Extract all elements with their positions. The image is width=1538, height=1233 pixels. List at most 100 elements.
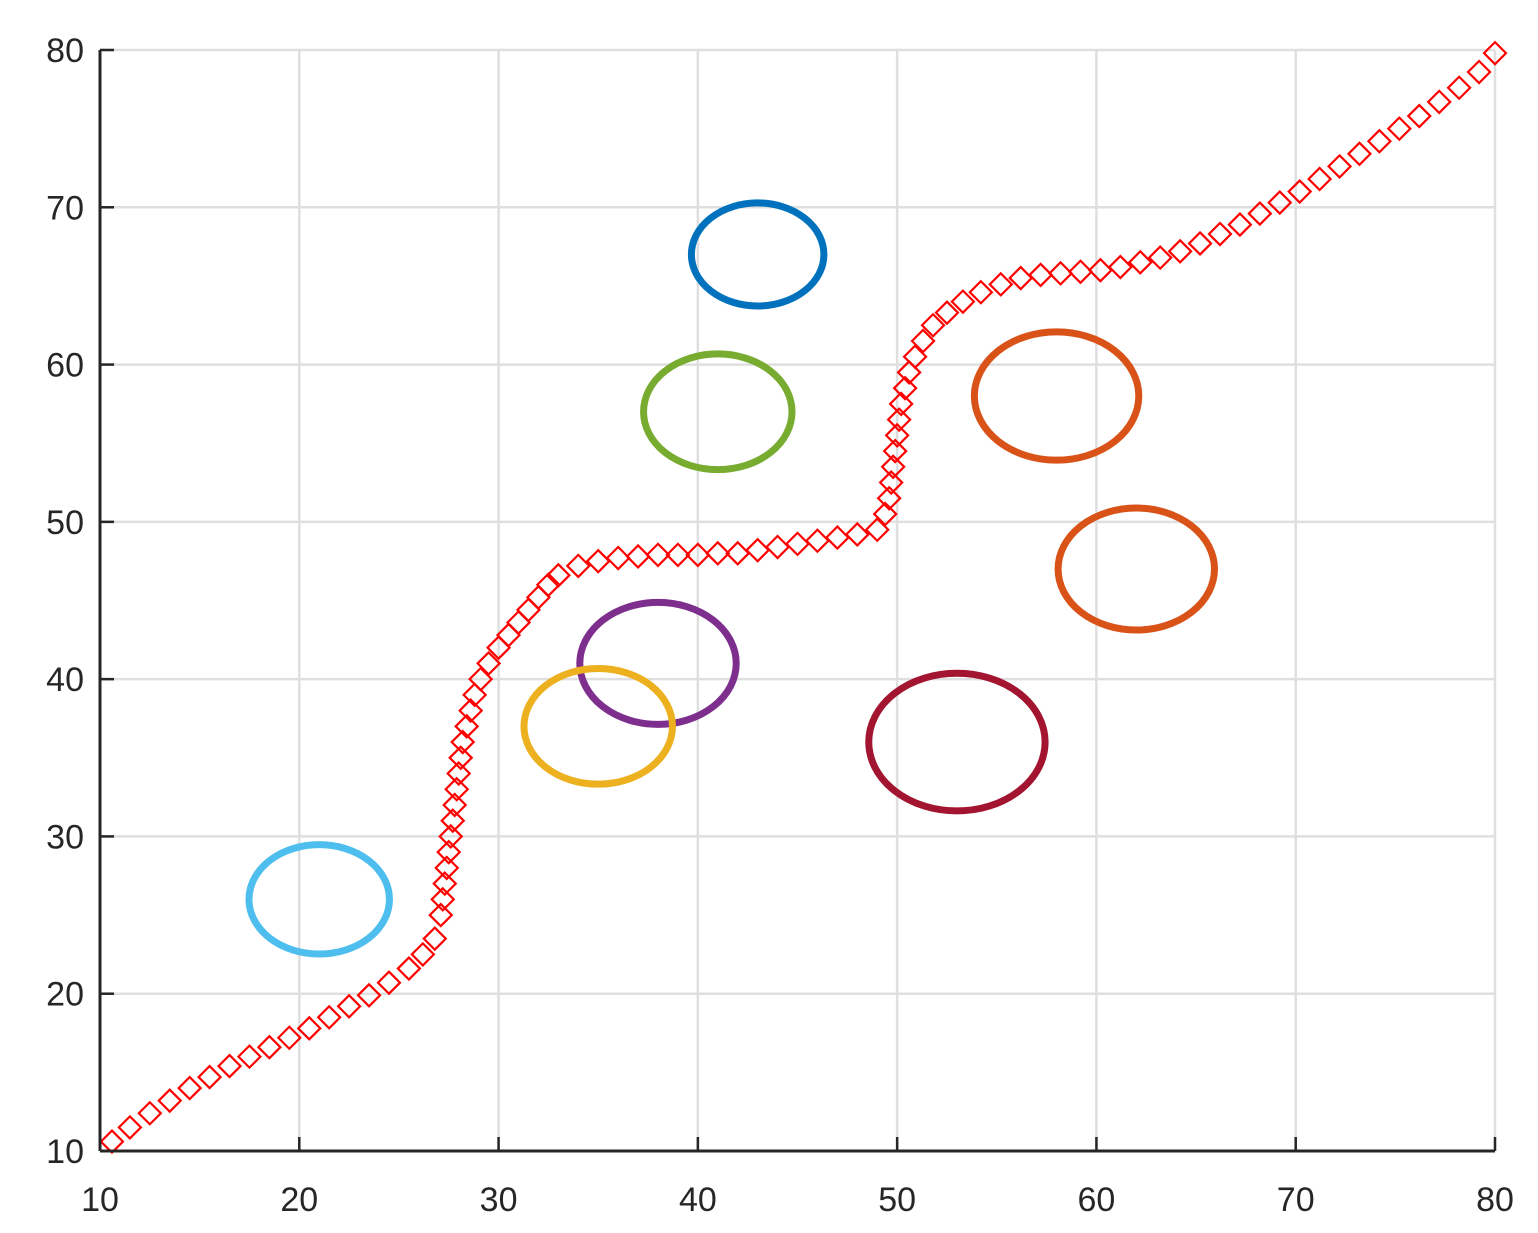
- y-tick-label: 10: [46, 1133, 84, 1171]
- diamond-marker: [1406, 103, 1432, 129]
- diamond-marker: [515, 597, 542, 623]
- diamond-marker: [1167, 238, 1193, 264]
- diamond-marker: [896, 359, 922, 385]
- diamond-marker: [316, 1004, 342, 1030]
- diamond-marker: [886, 407, 912, 433]
- diamond-marker: [645, 542, 671, 568]
- diamond-marker: [438, 823, 464, 849]
- circle-mark: [1054, 504, 1218, 634]
- y-tick-label: 40: [46, 661, 84, 699]
- diamond-marker: [1446, 75, 1472, 101]
- diamond-marker: [216, 1053, 243, 1079]
- diamond-marker: [824, 525, 850, 551]
- diamond-marker: [1207, 221, 1233, 247]
- diamond-marker: [99, 1129, 125, 1155]
- diamond-marker: [177, 1075, 203, 1101]
- circle-mark: [640, 350, 796, 474]
- diamond-marker: [605, 545, 631, 571]
- diamond-marker: [902, 344, 928, 370]
- diamond-marker: [1482, 40, 1508, 66]
- diamond-marker: [950, 289, 976, 315]
- diamond-marker: [1307, 166, 1333, 192]
- y-tick-labels: 10 20 30 40 50 60 70 80: [46, 32, 84, 1171]
- diamond-marker: [565, 553, 591, 579]
- diamond-marker: [442, 792, 468, 818]
- circles: [245, 199, 1218, 958]
- diamond-marker: [884, 422, 910, 448]
- diamond-marker: [434, 855, 460, 881]
- diamond-marker: [450, 729, 476, 755]
- diamond-marker: [784, 531, 811, 557]
- diamond-marker: [1107, 254, 1133, 280]
- diamond-markers: [99, 40, 1508, 1155]
- diamond-marker: [495, 622, 522, 648]
- diamond-marker: [336, 993, 362, 1019]
- diamond-marker: [1366, 128, 1392, 154]
- diamond-marker: [1227, 212, 1253, 238]
- diamond-marker: [197, 1064, 223, 1090]
- diamond-marker: [356, 982, 382, 1008]
- diamond-marker: [934, 300, 960, 326]
- diamond-marker: [505, 609, 532, 636]
- x-tick-label: 80: [1476, 1181, 1514, 1219]
- diamond-marker: [880, 454, 906, 480]
- diamond-marker: [137, 1100, 163, 1126]
- diamond-marker: [705, 540, 731, 566]
- diamond-marker: [444, 776, 470, 802]
- diamond-marker: [396, 955, 422, 982]
- diamond-marker: [256, 1034, 282, 1060]
- diamond-marker: [276, 1025, 302, 1051]
- x-tick-label: 40: [679, 1181, 717, 1219]
- circle-mark: [865, 669, 1049, 815]
- circle-mark: [520, 664, 676, 788]
- y-tick-label: 30: [46, 818, 84, 856]
- diamond-marker: [157, 1088, 183, 1114]
- diamond-marker: [440, 808, 466, 834]
- x-tick-label: 70: [1277, 1181, 1315, 1219]
- diamond-marker: [236, 1044, 263, 1070]
- diamond-marker: [888, 391, 914, 417]
- diamond-marker: [458, 698, 484, 724]
- diamond-marker: [968, 279, 994, 305]
- diamond-marker: [685, 542, 711, 568]
- diamond-marker: [876, 485, 902, 511]
- diamond-marker: [448, 745, 474, 771]
- diamond-marker: [1048, 260, 1074, 286]
- diamond-marker: [446, 760, 472, 787]
- diamond-marker: [1346, 141, 1373, 167]
- diamond-marker: [1287, 179, 1313, 205]
- diamond-marker: [872, 501, 898, 527]
- y-tick-label: 50: [46, 504, 84, 542]
- diamond-marker: [745, 537, 771, 563]
- x-tick-label: 60: [1078, 1181, 1116, 1219]
- diamond-marker: [1028, 262, 1054, 288]
- diamond-marker: [878, 469, 904, 496]
- y-tick-label: 20: [46, 976, 84, 1014]
- diamond-marker: [535, 572, 561, 598]
- diamond-marker: [882, 438, 908, 464]
- diamond-marker: [625, 543, 651, 570]
- diamond-marker: [428, 902, 454, 928]
- diamond-marker: [462, 682, 488, 708]
- diamond-marker: [1247, 201, 1273, 227]
- diamond-marker: [910, 328, 936, 354]
- diamond-marker: [1267, 190, 1293, 216]
- diamond-marker: [1426, 89, 1452, 115]
- diamond-marker: [430, 886, 456, 912]
- grid: [98, 48, 1497, 1153]
- y-tick-label: 60: [46, 347, 84, 385]
- diamond-marker: [1087, 257, 1113, 283]
- diamond-marker: [525, 584, 551, 610]
- x-tick-label: 20: [280, 1181, 318, 1219]
- diamond-marker: [432, 871, 458, 897]
- diamond-marker: [665, 542, 691, 568]
- axes: [98, 48, 1497, 1153]
- diamond-marker: [1147, 245, 1173, 271]
- diamond-marker: [436, 839, 462, 865]
- diamond-marker: [1008, 265, 1034, 291]
- diamond-marker: [725, 540, 751, 566]
- diamond-marker: [410, 941, 436, 967]
- diamond-marker: [1067, 259, 1094, 285]
- x-tick-label: 30: [480, 1181, 518, 1219]
